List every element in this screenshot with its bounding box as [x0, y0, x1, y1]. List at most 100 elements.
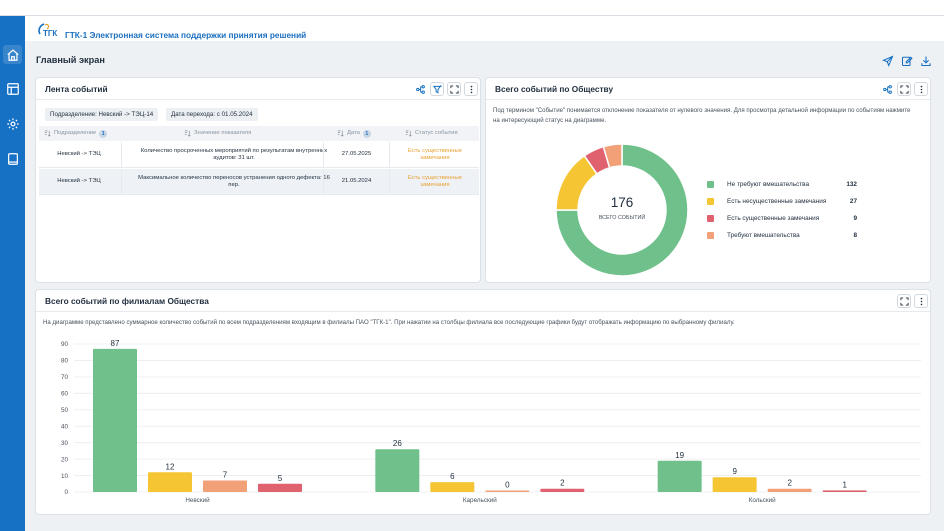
events-feed-title: Лента событий	[45, 84, 108, 94]
total-events-card: Всего событий по Обществу Под термином "…	[485, 77, 931, 283]
expand-button[interactable]	[897, 82, 911, 96]
sidebar-book-button[interactable]	[3, 149, 22, 168]
sidebar-home-button[interactable]	[3, 45, 22, 64]
bar-value-label: 26	[393, 439, 402, 448]
card-divider	[486, 99, 930, 100]
filter-button[interactable]	[430, 82, 444, 96]
bar[interactable]	[93, 348, 137, 492]
column-date-count: 1	[362, 129, 371, 138]
hierarchy-icon	[882, 84, 892, 94]
bar-value-label: 2	[560, 479, 565, 488]
cell-value: Максимальное количество переносов устран…	[138, 174, 330, 189]
edit-icon	[901, 56, 913, 67]
donut-svg	[555, 143, 689, 277]
bar[interactable]	[822, 490, 867, 492]
donut-total: 176	[610, 195, 634, 210]
company-logo: ТГК	[38, 23, 57, 37]
more-button[interactable]	[464, 82, 478, 96]
svg-text:ТГК: ТГК	[43, 29, 57, 37]
column-value-label: Значение показателя	[194, 130, 252, 136]
column-separator	[121, 169, 122, 195]
bar[interactable]	[258, 483, 302, 492]
legend-swatch	[707, 198, 714, 205]
more-button[interactable]	[914, 294, 928, 308]
legend-item[interactable]: Есть существенные замечания 9	[707, 214, 857, 224]
legend-item[interactable]: Требуют вмешательства 8	[707, 231, 857, 241]
bar-value-label: 19	[675, 451, 684, 460]
column-status[interactable]: Статус события	[405, 126, 458, 141]
column-date[interactable]: Дата 1	[337, 126, 371, 141]
bar[interactable]	[657, 460, 702, 492]
legend-swatch	[707, 181, 714, 188]
bar[interactable]	[767, 488, 812, 492]
bar[interactable]	[430, 482, 475, 492]
gear-icon	[6, 117, 19, 130]
send-button[interactable]	[881, 54, 895, 68]
cell-status[interactable]: Есть существенные замечания	[407, 147, 463, 162]
column-status-label: Статус события	[415, 130, 458, 136]
hierarchy-button[interactable]	[880, 82, 894, 96]
donut-slice-0[interactable]	[555, 143, 689, 277]
legend-label: Есть существенные замечания	[727, 215, 820, 222]
filter-icon	[432, 84, 442, 93]
more-button[interactable]	[914, 82, 928, 96]
expand-icon	[899, 84, 909, 94]
more-vertical-icon	[920, 85, 922, 93]
sidebar-dashboard-button[interactable]	[3, 79, 22, 98]
legend-value: 132	[846, 181, 857, 188]
legend-value: 8	[853, 232, 857, 239]
bar[interactable]	[485, 490, 530, 493]
legend-item[interactable]: Не требуют вмешательства 132	[707, 180, 857, 190]
y-tick-label: 60	[61, 391, 69, 398]
column-separator	[323, 142, 324, 168]
bar-value-label: 5	[278, 474, 283, 483]
home-icon	[6, 48, 19, 61]
y-tick-label: 20	[61, 456, 69, 463]
table-row[interactable]: Невский -> ТЭЦ Количество просроченных м…	[39, 142, 479, 168]
y-tick-label: 50	[61, 407, 69, 414]
sidebar-settings-button[interactable]	[3, 114, 22, 133]
filter-chip-division[interactable]: Подразделение: Невский -> ТЭЦ-14	[45, 108, 159, 121]
legend-label: Не требуют вмешательства	[727, 181, 810, 188]
bar[interactable]	[203, 480, 247, 492]
sort-icon	[44, 130, 51, 137]
donut-chart	[554, 142, 690, 278]
card-divider	[36, 99, 480, 100]
bar-value-label: 9	[732, 467, 737, 476]
bar-value-label: 7	[223, 470, 228, 479]
send-icon	[882, 55, 894, 67]
legend-item[interactable]: Есть несущественные замечания 27	[707, 197, 857, 207]
table-row[interactable]: Невский -> ТЭЦ Максимальное количество п…	[39, 169, 479, 195]
x-tick-label: Карельский	[463, 496, 497, 504]
expand-button[interactable]	[447, 82, 461, 96]
column-value[interactable]: Значение показателя	[184, 126, 251, 141]
brand-bar: ТГК ГТК-1 Электронная система поддержки …	[25, 16, 944, 41]
cell-status[interactable]: Есть существенные замечания	[407, 174, 463, 189]
bar-value-label: 87	[111, 339, 120, 348]
total-events-description: Под термином "Событие" понимается отклон…	[493, 107, 911, 124]
bar[interactable]	[375, 449, 420, 492]
y-tick-label: 90	[61, 341, 69, 348]
more-vertical-icon	[470, 85, 472, 93]
donut-slice-3[interactable]	[602, 143, 623, 169]
cell-division: Невский -> ТЭЦ	[57, 151, 101, 158]
expand-icon	[899, 296, 909, 306]
column-division[interactable]: Подразделение 1	[44, 126, 108, 141]
bar[interactable]	[540, 488, 585, 492]
hierarchy-button[interactable]	[413, 82, 427, 96]
total-events-title: Всего событий по Обществу	[495, 84, 614, 94]
cell-division: Невский -> ТЭЦ	[57, 178, 101, 185]
download-button[interactable]	[919, 54, 933, 68]
bar[interactable]	[712, 477, 757, 492]
donut-total-label: ВСЕГО СОБЫТИЙ	[598, 215, 646, 221]
expand-button[interactable]	[897, 294, 911, 308]
bar[interactable]	[148, 472, 192, 492]
branch-events-description: На диаграмме представлено суммарное коли…	[43, 319, 735, 326]
y-tick-label: 40	[61, 423, 69, 430]
column-separator	[389, 142, 390, 168]
card-divider	[36, 311, 930, 312]
filter-chip-date[interactable]: Дата перехода: с 01.05.2024	[166, 108, 258, 121]
edit-button[interactable]	[900, 54, 914, 68]
legend-swatch	[707, 232, 714, 239]
